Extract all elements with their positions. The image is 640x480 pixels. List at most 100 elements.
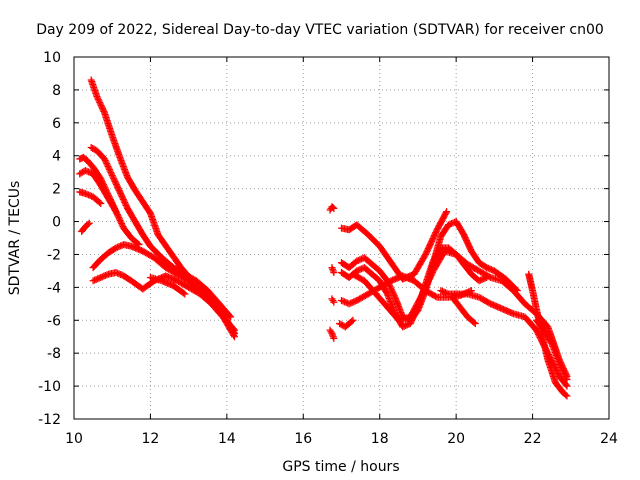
data-point (483, 264, 491, 272)
data-point (114, 243, 122, 251)
data-point (563, 376, 571, 384)
data-point (106, 167, 114, 175)
data-point (475, 277, 483, 285)
data-point (348, 299, 356, 307)
data-point (101, 155, 109, 163)
data-point (104, 162, 112, 170)
series-track-5 (76, 188, 105, 207)
data-point (557, 364, 565, 372)
data-point (438, 287, 446, 295)
data-point (440, 288, 448, 296)
data-point (108, 170, 116, 178)
data-point (105, 165, 113, 173)
y-tick-label: 6 (52, 116, 61, 132)
data-point (117, 242, 125, 250)
data-point (86, 169, 94, 177)
data-point (103, 161, 111, 169)
data-point (460, 231, 468, 239)
data-point (477, 276, 485, 284)
series-track-6 (89, 241, 238, 334)
data-point (354, 266, 362, 274)
data-point (86, 192, 94, 200)
data-point (448, 220, 456, 228)
data-point (329, 204, 337, 212)
data-point (105, 164, 113, 172)
data-point (461, 234, 469, 242)
data-point (471, 320, 479, 328)
data-point (84, 220, 92, 228)
data-point (112, 269, 120, 277)
data-point (121, 198, 129, 206)
data-point (98, 103, 106, 111)
data-point (390, 292, 398, 300)
data-point (81, 190, 89, 198)
data-point (463, 238, 471, 246)
x-tick-label: 22 (524, 431, 542, 447)
data-point (350, 298, 358, 306)
series-track-20 (437, 287, 571, 390)
data-point (330, 298, 338, 306)
data-point (117, 271, 125, 279)
data-point (98, 273, 106, 281)
data-point (561, 371, 569, 379)
series-track-13 (328, 295, 338, 306)
series-track-7 (89, 269, 238, 341)
data-point (109, 173, 117, 181)
data-point (562, 373, 570, 381)
data-point (562, 374, 570, 382)
data-point (97, 101, 105, 109)
data-point (446, 220, 454, 228)
data-point (329, 297, 337, 305)
data-point (437, 287, 445, 295)
series-track-4 (76, 167, 120, 216)
data-point (465, 243, 473, 251)
series-track-16 (338, 218, 521, 324)
data-point (113, 211, 121, 219)
data-point (445, 221, 452, 229)
data-point (101, 157, 109, 165)
y-tick-label: 4 (52, 149, 61, 165)
data-point (556, 361, 564, 369)
data-point (349, 316, 357, 324)
data-point (399, 323, 407, 331)
data-point (330, 204, 338, 212)
data-point (327, 328, 335, 336)
data-point (115, 270, 123, 278)
data-point (85, 191, 93, 199)
data-point (117, 189, 125, 197)
x-axis: 10 12 14 16 18 20 22 24 (65, 57, 618, 447)
y-tick-label: -2 (47, 247, 61, 263)
data-point (345, 300, 353, 308)
y-tick-label: 0 (52, 215, 61, 231)
y-tick-label: -12 (38, 412, 61, 428)
data-point (466, 244, 474, 252)
data-point (118, 220, 126, 228)
data-point (462, 235, 470, 243)
data-marks (76, 76, 571, 400)
data-point (100, 272, 108, 280)
data-point (560, 370, 568, 378)
data-point (116, 217, 124, 225)
data-point (180, 289, 188, 297)
data-point (484, 264, 492, 272)
data-point (94, 94, 102, 102)
data-point (562, 391, 570, 399)
data-point (389, 289, 397, 297)
data-point (464, 240, 472, 248)
data-point (92, 275, 100, 283)
data-point (112, 244, 120, 252)
data-point (118, 221, 126, 229)
data-point (465, 241, 473, 249)
data-point (121, 200, 129, 208)
data-point (354, 256, 362, 264)
data-point (113, 182, 121, 190)
data-point (356, 266, 364, 274)
data-point (226, 312, 234, 320)
series-track-10 (326, 203, 338, 214)
data-point (338, 297, 345, 305)
data-point (111, 206, 119, 214)
data-point (442, 209, 450, 217)
data-point (85, 219, 93, 227)
series-track-23 (532, 316, 571, 384)
data-point (339, 297, 347, 305)
